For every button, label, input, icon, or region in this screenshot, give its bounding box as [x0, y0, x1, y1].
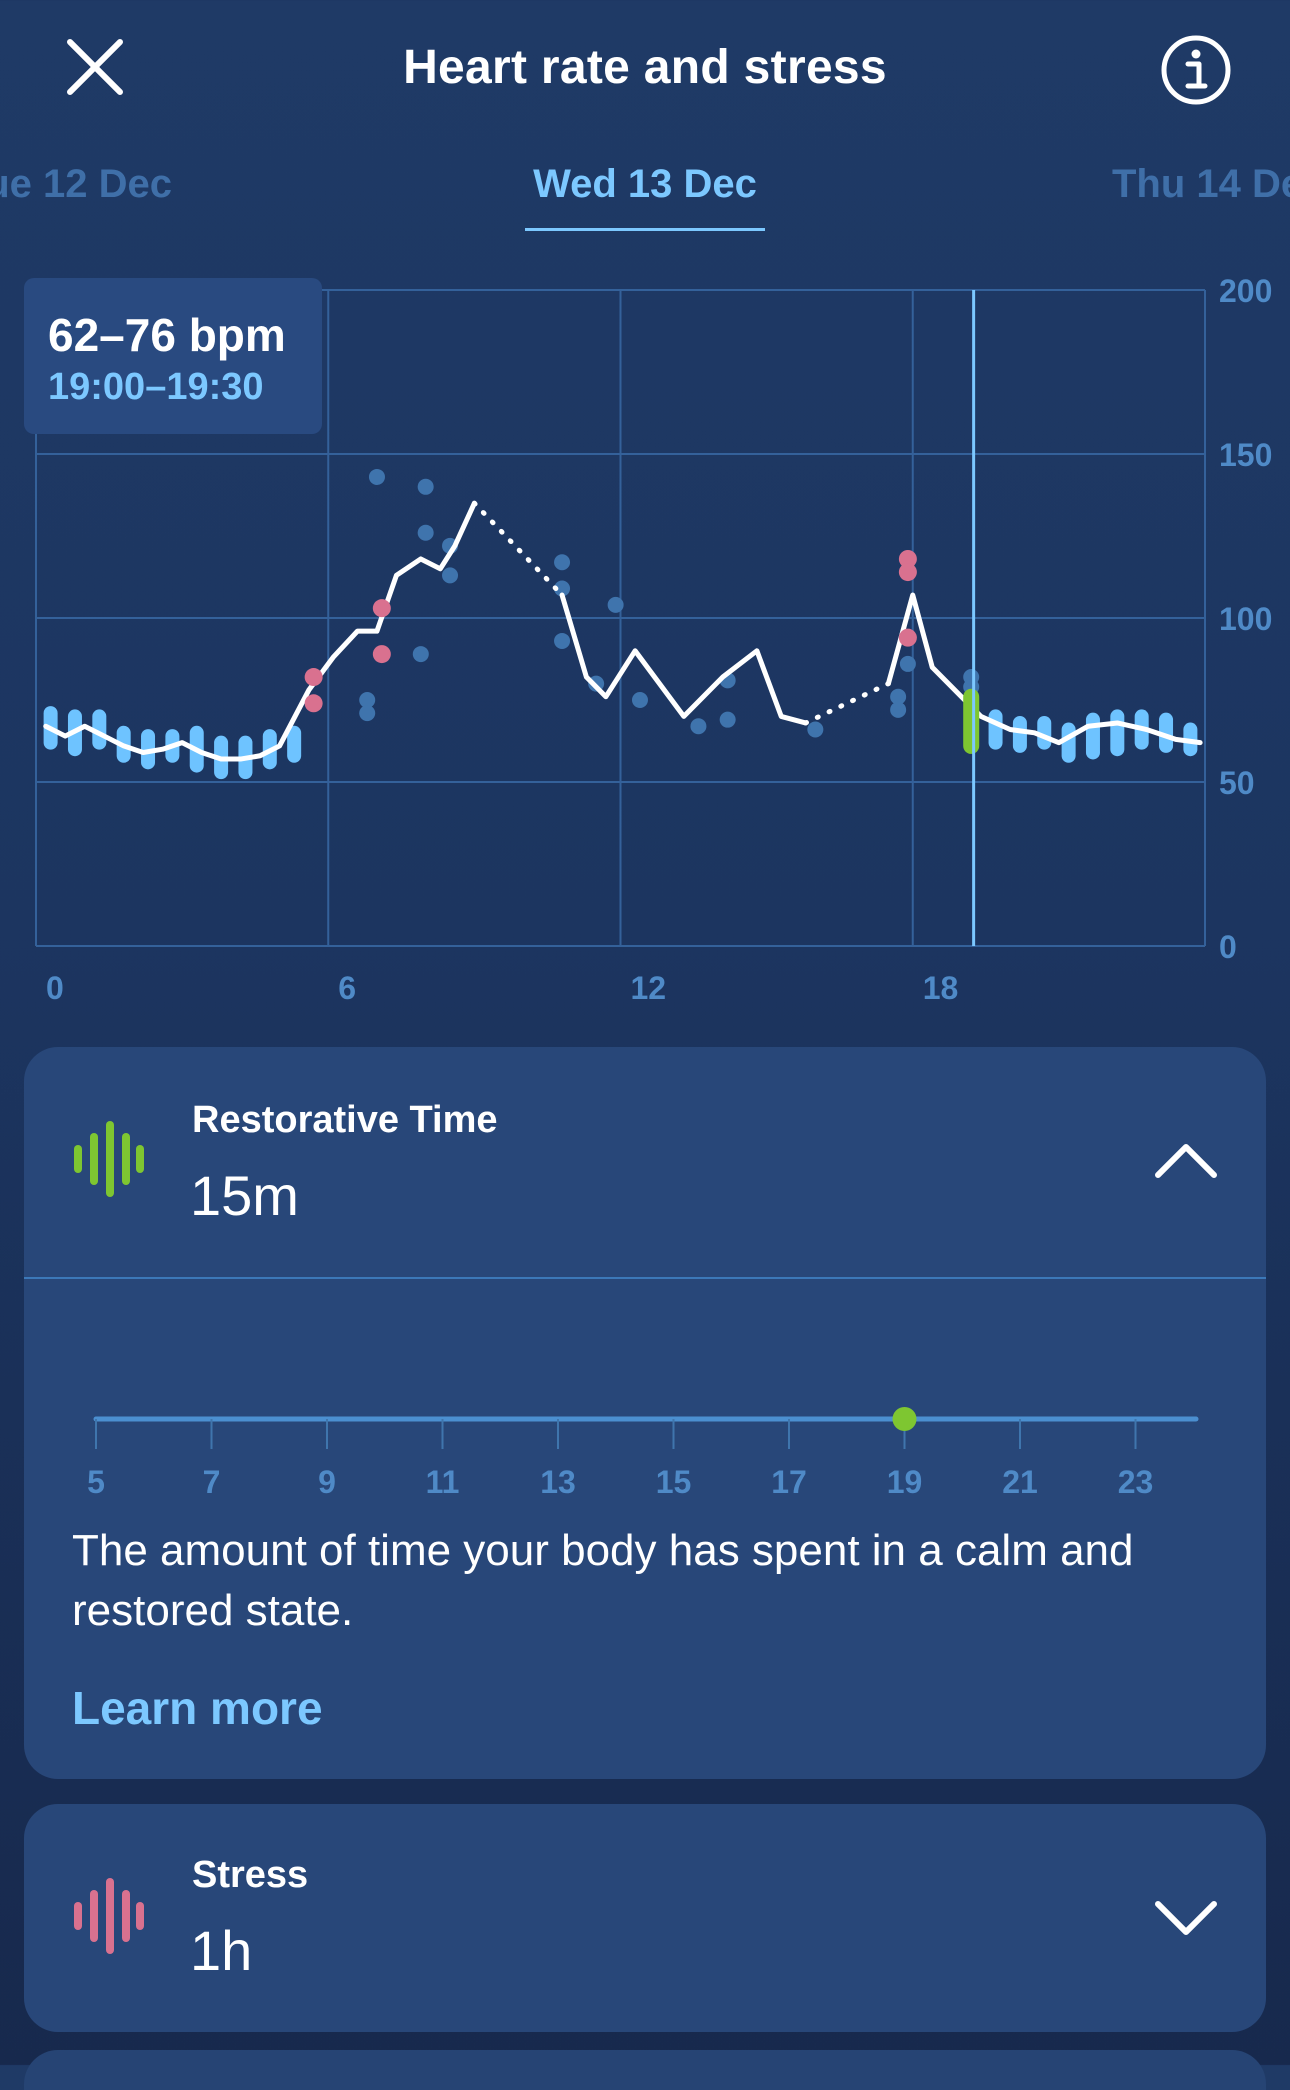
date-tab-underline [525, 228, 765, 231]
close-icon [67, 39, 123, 95]
x-tick-label: 6 [338, 970, 356, 1006]
daytime-hr-dot [807, 721, 824, 738]
scale-tick-label: 13 [540, 1464, 576, 1500]
date-tab-current[interactable]: Wed 13 Dec [533, 162, 757, 206]
close-button[interactable] [60, 32, 130, 102]
stress-wave-icon [74, 1878, 144, 1954]
scale-tick-label: 9 [318, 1464, 336, 1500]
heart-rate-chart[interactable]: 0 50 100 150 200 0 6 12 18 62–76 bpm 19:00–19:30 [0, 260, 1290, 1020]
stress-marker [304, 694, 323, 713]
restorative-time-value: 15m [190, 1164, 299, 1227]
scale-tick-label: 19 [887, 1464, 923, 1500]
daytime-hr-dot [554, 632, 571, 649]
stress-card[interactable]: Stress 1h [24, 1804, 1266, 2032]
x-tick-label: 0 [46, 970, 64, 1006]
restorative-wave-icon [74, 1121, 144, 1197]
y-tick-label: 0 [1219, 929, 1237, 965]
info-button[interactable] [1160, 34, 1232, 106]
daytime-hr-dot [417, 478, 434, 495]
scale-tick-label: 23 [1118, 1464, 1154, 1500]
learn-more-link[interactable]: Learn more [72, 1682, 323, 1734]
tooltip-time: 19:00–19:30 [48, 366, 264, 408]
daytime-hr-dot [890, 701, 907, 718]
y-tick-label: 100 [1219, 601, 1272, 637]
stress-marker [898, 628, 917, 647]
scale-tick-label: 21 [1002, 1464, 1038, 1500]
heart-rate-chart-svg: 0 50 100 150 200 0 6 12 18 [35, 273, 1272, 1006]
daytime-hr-dot [359, 692, 376, 708]
daytime-hr-dot [690, 718, 707, 735]
average-line [43, 500, 1203, 762]
scale-tick-label: 11 [426, 1464, 460, 1500]
restorative-hour-scale: 5 7 9 11 13 15 17 19 21 23 [87, 1407, 1199, 1500]
date-tab-previous[interactable]: Tue 12 Dec [0, 162, 172, 206]
daytime-hr-dot [890, 688, 907, 705]
average-hr-line [885, 592, 1203, 746]
daytime-hr-dot [607, 596, 624, 613]
next-card-peek [24, 2050, 1266, 2090]
y-tick-label: 50 [1219, 765, 1255, 801]
stress-marker [304, 668, 323, 687]
date-tab-next[interactable]: Thu 14 Dec [1112, 162, 1290, 206]
scale-tick-label: 15 [656, 1464, 692, 1500]
stress-value: 1h [190, 1919, 253, 1982]
y-tick-label: 200 [1219, 273, 1272, 309]
daytime-hr-dot [554, 580, 571, 597]
stress-markers [304, 549, 980, 754]
scale-tick-label: 17 [771, 1464, 807, 1500]
daytime-hr-dot [417, 524, 434, 541]
chevron-up-icon[interactable] [1154, 1139, 1218, 1179]
daytime-hr-dot [719, 711, 736, 728]
info-icon [1161, 35, 1231, 105]
y-tick-label: 150 [1219, 437, 1272, 473]
daytime-hr-dot [554, 554, 571, 571]
daytime-hr-dot [368, 468, 385, 485]
restorative-time-label: Restorative Time [192, 1099, 498, 1141]
average-hr-line [559, 592, 809, 726]
daytime-hr-dot [899, 655, 916, 672]
scale-tick-label: 5 [87, 1464, 105, 1500]
daytime-hr-dot [631, 692, 648, 708]
tooltip-bpm: 62–76 bpm [48, 309, 286, 361]
date-selector: Tue 12 Dec Wed 13 Dec Thu 14 Dec [0, 150, 1290, 240]
stress-marker [372, 599, 391, 618]
stress-marker [372, 645, 391, 664]
header: Heart rate and stress [0, 0, 1290, 140]
daytime-hr-dot [359, 705, 376, 722]
page-title: Heart rate and stress [403, 41, 887, 94]
restorative-scale-marker [892, 1407, 917, 1431]
chart-tooltip: 62–76 bpm 19:00–19:30 [24, 278, 322, 434]
card-divider [24, 1277, 1266, 1279]
stress-marker [898, 549, 917, 568]
daytime-hr-dot [412, 646, 429, 663]
average-hr-line [43, 500, 477, 762]
scale-tick-label: 7 [203, 1464, 221, 1500]
chevron-down-icon[interactable] [1154, 1900, 1218, 1940]
stress-label: Stress [192, 1854, 309, 1896]
x-tick-label: 12 [631, 970, 667, 1006]
stress-marker [898, 563, 917, 582]
axis-labels: 0 50 100 150 200 0 6 12 18 [46, 273, 1272, 1006]
average-hr-gap [803, 681, 891, 726]
average-hr-gap [471, 500, 565, 598]
restorative-description: The amount of time your body has spent i… [72, 1526, 1134, 1635]
x-tick-label: 18 [923, 970, 959, 1006]
daytime-hr-dot [442, 567, 459, 584]
restorative-time-card[interactable]: Restorative Time 15m 5 7 9 11 13 15 17 19 21 23 T… [24, 1047, 1266, 1779]
